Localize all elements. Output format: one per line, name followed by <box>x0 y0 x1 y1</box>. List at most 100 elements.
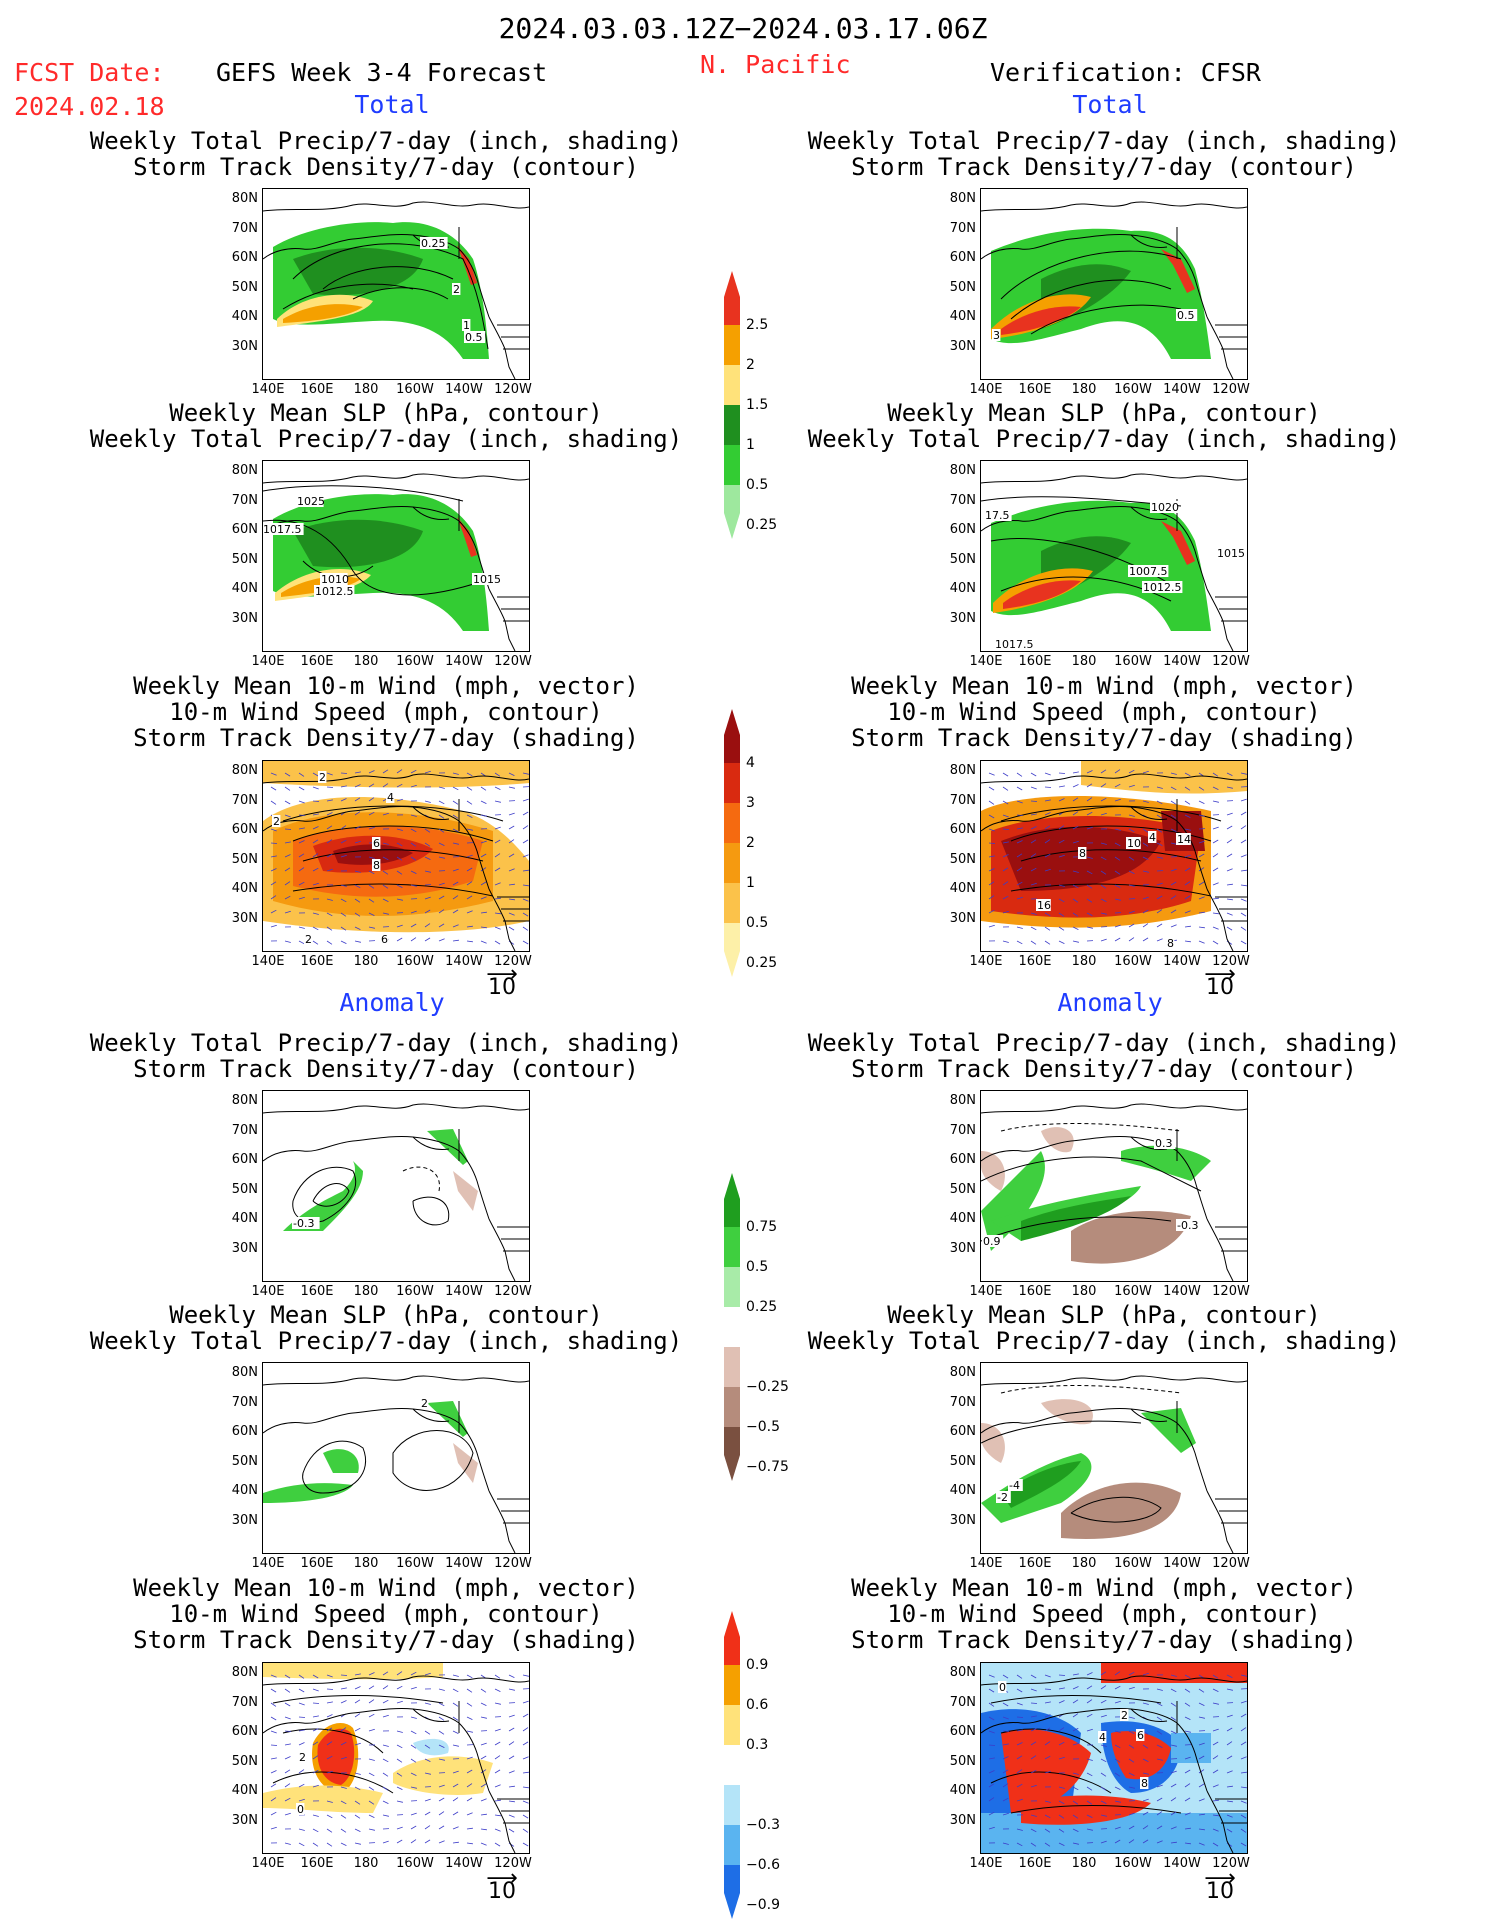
wind-vector <box>1044 1701 1051 1704</box>
wind-vector <box>298 786 305 791</box>
lat-tick-label: 60N <box>231 822 258 837</box>
wind-vector <box>1142 770 1149 774</box>
wind-vector <box>1212 882 1219 886</box>
wind-vector <box>438 1688 445 1691</box>
wind-vector <box>1212 1755 1219 1760</box>
section-total-left: Total <box>354 90 430 119</box>
wind-vector <box>508 1770 515 1774</box>
colorbar-segment <box>724 1173 740 1227</box>
wind-vector <box>312 1702 320 1704</box>
lat-tick-label: 80N <box>231 763 258 778</box>
wind-vector <box>508 1674 515 1678</box>
wind-vector <box>1100 1744 1107 1747</box>
coastline <box>497 1498 529 1524</box>
wind-vector <box>452 1811 459 1816</box>
wind-vector <box>494 867 501 872</box>
wind-vector <box>466 1797 473 1802</box>
wind-vector <box>424 1672 431 1676</box>
wind-vector <box>270 772 277 776</box>
region-label: N. Pacific <box>700 50 851 79</box>
wind-vector <box>1058 1741 1065 1746</box>
wind-vector <box>1226 812 1233 816</box>
contour-line <box>312 1183 350 1207</box>
wind-vector <box>1212 826 1219 830</box>
wind-vector <box>326 1714 333 1718</box>
wind-vector <box>410 1825 417 1830</box>
wind-vector <box>396 1685 403 1690</box>
wind-vector <box>1156 1825 1163 1830</box>
contour-line <box>322 266 454 290</box>
lon-tick-label: 120W <box>1212 1284 1250 1299</box>
wind-vector <box>1170 868 1177 872</box>
wind-vector <box>1002 854 1009 858</box>
wind-vector <box>1114 1772 1121 1777</box>
wind-vector <box>368 1828 375 1831</box>
lon-tick-label: 120W <box>494 1284 532 1299</box>
wind-vector <box>1226 1714 1233 1718</box>
wind-vector <box>1114 1839 1121 1844</box>
wind-vector <box>508 812 515 816</box>
wind-vector <box>1142 856 1149 860</box>
title-fa-slp-precip: Weekly Mean SLP (hPa, contour) Weekly Tot… <box>89 1301 683 1355</box>
wind-vector <box>1128 884 1135 887</box>
wind-vector <box>1016 1828 1023 1831</box>
wind-vector <box>1002 1674 1009 1679</box>
lon-tick-label: 160W <box>396 382 434 397</box>
lat-tick-label: 40N <box>231 1483 258 1498</box>
wind-vector <box>312 1828 319 1833</box>
wind-vector <box>396 769 403 774</box>
wind-vector <box>326 1755 333 1760</box>
colorbar-segment <box>724 843 740 883</box>
wind-vector <box>1030 912 1037 915</box>
wind-vector <box>1044 839 1051 844</box>
wind-vector <box>340 1842 347 1846</box>
wind-vector <box>1170 786 1177 791</box>
wind-vector <box>1128 1812 1135 1816</box>
wind-vector <box>1030 1728 1037 1732</box>
wind-vector <box>1100 783 1107 788</box>
wind-vector <box>1086 811 1093 816</box>
wind-vector <box>326 868 333 872</box>
wind-vector <box>1002 1743 1009 1746</box>
wind-vector <box>284 800 291 805</box>
wind-vector <box>480 1783 487 1788</box>
lat-tick-label: 70N <box>231 792 258 808</box>
wind-vector <box>410 784 417 788</box>
lon-tick-label: 180 <box>1071 654 1097 669</box>
colorbar-label: −0.25 <box>746 1379 789 1395</box>
wind-vector <box>1002 1783 1009 1788</box>
coastline <box>488 1490 516 1553</box>
wind-vector <box>382 1699 389 1704</box>
wind-vector <box>270 1702 277 1707</box>
wind-vector <box>1072 1814 1079 1819</box>
wind-vector <box>1072 840 1079 844</box>
wind-vector <box>1156 1730 1163 1735</box>
wind-vector <box>438 1758 445 1761</box>
wind-vector <box>452 1770 459 1774</box>
map-forecast-precip-storm: 0.25 2 1 0.5 <box>262 188 530 380</box>
wind-vector <box>368 811 375 816</box>
wind-vector <box>1212 1728 1219 1732</box>
wind-vector <box>522 1828 529 1833</box>
wind-vector <box>508 853 515 858</box>
wind-vector <box>410 1744 417 1749</box>
wind-vector <box>522 1713 529 1718</box>
wind-vector <box>1058 898 1065 903</box>
wind-vector <box>1184 1769 1191 1774</box>
wind-vector <box>522 884 529 887</box>
contour-line <box>402 1166 440 1192</box>
wind-vector <box>1128 910 1135 914</box>
wind-vector <box>1212 1784 1219 1788</box>
shaded-region <box>263 761 529 788</box>
wind-vector <box>438 1811 445 1816</box>
wind-vector <box>1016 1729 1023 1732</box>
wind-vector <box>1198 911 1205 914</box>
wind-vector <box>1016 896 1023 900</box>
wind-vector <box>326 1688 334 1690</box>
wind-vector <box>382 1744 389 1747</box>
wind-vector <box>508 1828 515 1833</box>
wind-vector <box>1058 884 1065 887</box>
lon-tick-label: 140E <box>251 654 285 669</box>
wind-vector <box>340 898 347 903</box>
lat-tick-label: 30N <box>231 338 258 354</box>
